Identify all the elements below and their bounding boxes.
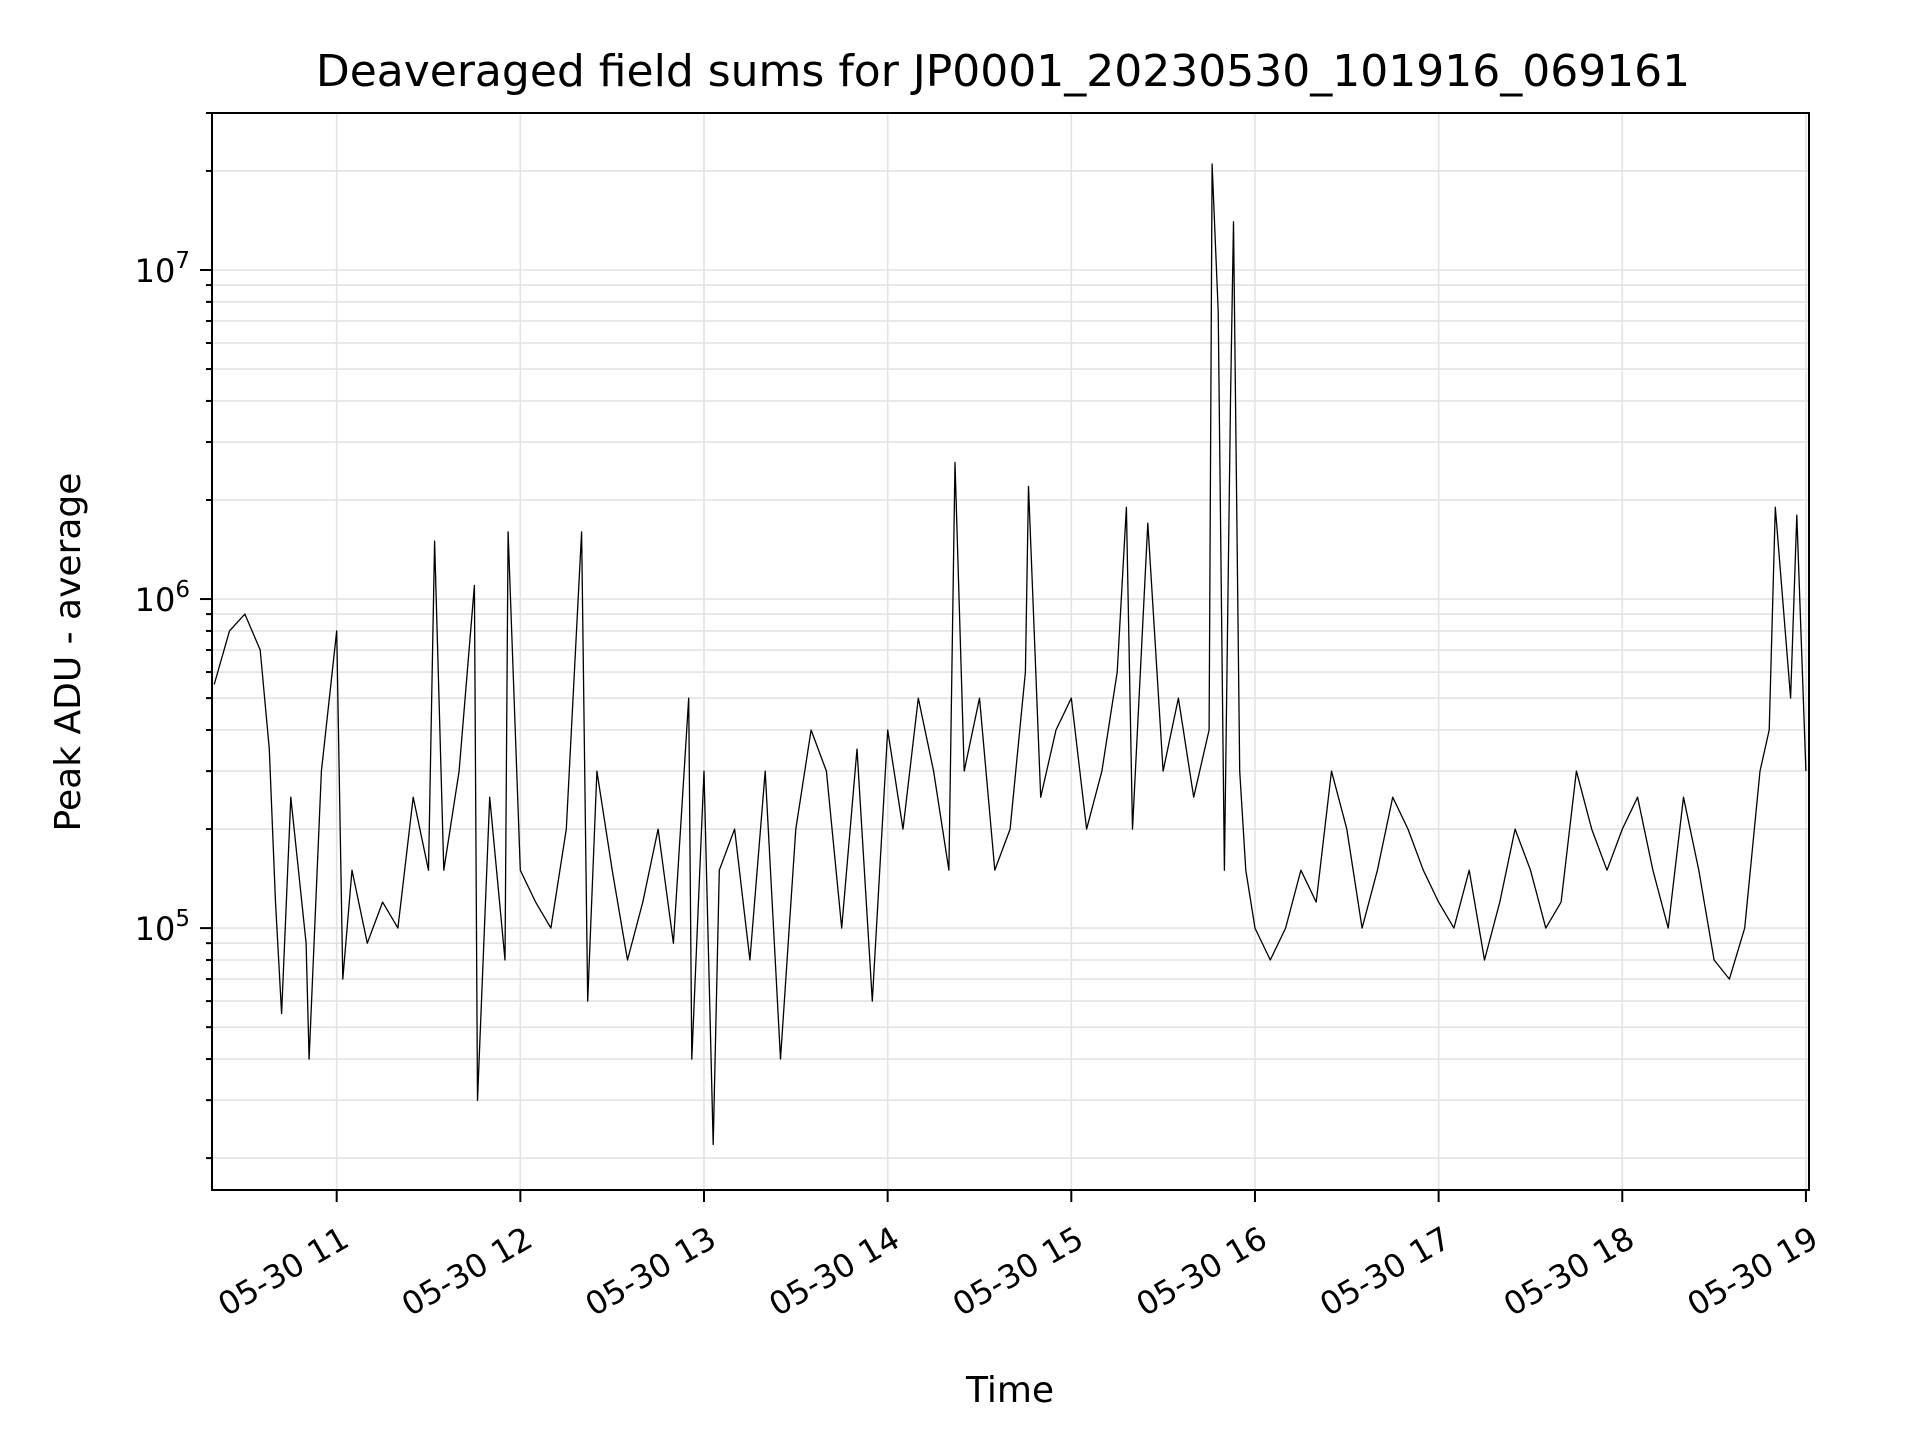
y-axis-ticks: 105 106 107 (135, 112, 212, 1160)
x-tick-label: 05-30 12 (395, 1219, 539, 1324)
y-axis-label: Peak ADU - average (48, 473, 89, 832)
series-line (213, 163, 1807, 1146)
x-tick-label: 05-30 15 (946, 1219, 1090, 1324)
plot-area (213, 163, 1807, 1146)
x-tick-label: 05-30 14 (762, 1219, 906, 1324)
chart-title: Deaveraged field sums for JP0001_2023053… (316, 46, 1690, 97)
x-tick-label: 05-30 13 (579, 1219, 723, 1324)
x-tick-label: 05-30 11 (211, 1219, 355, 1324)
x-axis-label: Time (965, 1370, 1054, 1411)
x-tick-label: 05-30 17 (1313, 1219, 1457, 1324)
x-axis-ticks: 05-30 11 05-30 12 05-30 13 05-30 14 05-30 15… (211, 1190, 1824, 1324)
grid (212, 112, 1809, 1190)
x-tick-label: 05-30 16 (1130, 1219, 1274, 1324)
y-tick-label: 107 (135, 248, 190, 290)
y-tick-label: 106 (135, 577, 190, 619)
axes-frame (211, 112, 1810, 1191)
y-tick-label: 105 (135, 906, 190, 948)
x-tick-label: 05-30 19 (1681, 1219, 1825, 1324)
x-tick-label: 05-30 18 (1497, 1219, 1641, 1324)
